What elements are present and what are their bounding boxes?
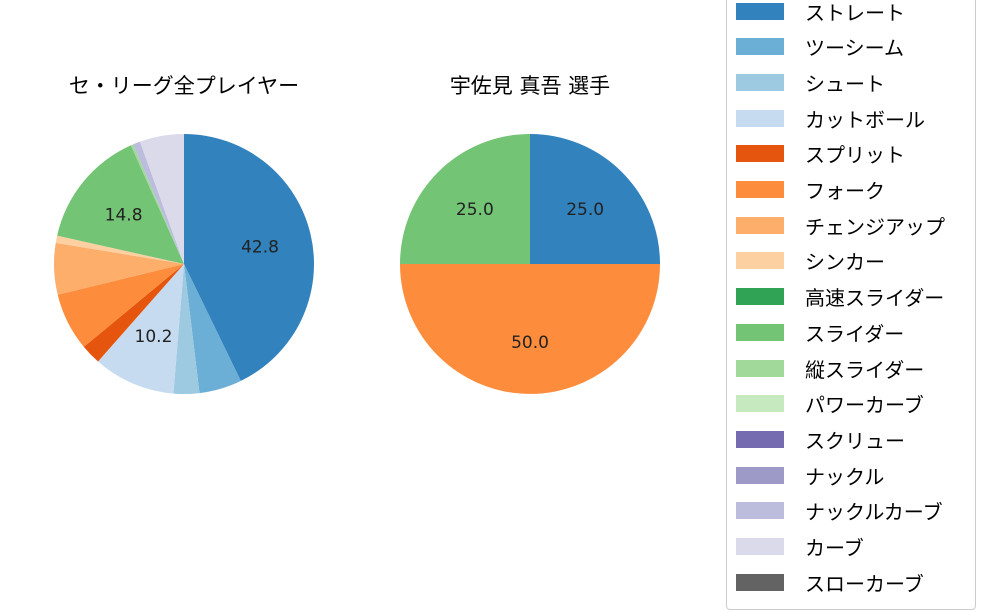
pie-slice bbox=[400, 264, 660, 394]
pie-slice bbox=[133, 141, 184, 264]
chart-title-right: 宇佐見 真吾 選手 bbox=[449, 74, 611, 98]
legend-swatch bbox=[736, 252, 784, 270]
legend-item: ナックル bbox=[736, 463, 885, 489]
legend-swatch bbox=[736, 216, 784, 234]
legend-item: カーブ bbox=[736, 535, 864, 560]
legend-label: ツーシーム bbox=[805, 36, 904, 61]
pie-slice bbox=[530, 134, 660, 264]
legend-swatch bbox=[736, 288, 784, 306]
pie-slice bbox=[57, 145, 184, 264]
legend-label: 高速スライダー bbox=[805, 286, 945, 311]
slice-value-label: 25.0 bbox=[566, 200, 604, 220]
legend-label: カットボール bbox=[805, 107, 925, 132]
legend-label: スクリュー bbox=[805, 428, 905, 453]
pie-chart-league: 42.8 10.2 14.8 bbox=[53, 134, 314, 394]
pie-chart-player: 25.0 50.0 25.0 bbox=[400, 134, 660, 394]
legend-label: 縦スライダー bbox=[805, 357, 925, 382]
legend-label: カーブ bbox=[805, 536, 864, 560]
legend-label: ストレート bbox=[805, 0, 905, 25]
legend-item: ストレート bbox=[736, 0, 905, 25]
legend-item: スプリット bbox=[736, 142, 905, 168]
legend-label: スプリット bbox=[805, 143, 905, 168]
legend-item: スライダー bbox=[736, 320, 905, 346]
legend-swatch bbox=[736, 502, 784, 520]
legend-label: ナックル bbox=[805, 464, 885, 489]
legend-swatch bbox=[736, 145, 784, 163]
slice-value-label: 14.8 bbox=[105, 206, 143, 226]
legend-item: ツーシーム bbox=[736, 35, 904, 61]
legend-swatch bbox=[736, 73, 784, 91]
legend-label: シンカー bbox=[805, 250, 885, 275]
legend-item: シュート bbox=[736, 70, 885, 96]
legend-swatch bbox=[736, 323, 784, 341]
pie-slice bbox=[130, 144, 184, 264]
pie-slice bbox=[53, 242, 184, 295]
legend-item: カットボール bbox=[736, 106, 925, 132]
pie-slice bbox=[57, 264, 184, 347]
legend-swatch bbox=[736, 573, 784, 591]
legend-label: スローカーブ bbox=[805, 571, 924, 596]
legend-item: フォーク bbox=[736, 178, 885, 203]
legend-item: 縦スライダー bbox=[736, 356, 925, 382]
pie-slice bbox=[173, 264, 200, 394]
legend-swatch bbox=[736, 430, 784, 448]
legend-label: パワーカーブ bbox=[805, 393, 924, 418]
slice-value-label: 10.2 bbox=[135, 327, 173, 347]
legend-swatch bbox=[736, 466, 784, 484]
pie-slice bbox=[400, 134, 530, 264]
slice-value-label: 42.8 bbox=[241, 238, 279, 258]
pie-slice bbox=[139, 134, 184, 264]
pie-slice bbox=[98, 264, 184, 394]
legend-swatch bbox=[736, 109, 784, 127]
legend-label: フォーク bbox=[805, 179, 885, 203]
legend-swatch bbox=[736, 2, 784, 20]
legend-item: スクリュー bbox=[736, 427, 905, 453]
pie-slice bbox=[55, 235, 184, 264]
legend-swatch bbox=[736, 538, 784, 555]
legend-swatch bbox=[736, 38, 784, 56]
slice-value-label: 25.0 bbox=[456, 200, 494, 220]
legend-item: ナックルカーブ bbox=[736, 499, 943, 525]
pie-slice bbox=[184, 264, 241, 394]
legend-label: ナックルカーブ bbox=[805, 500, 943, 525]
chart-title-left: セ・リーグ全プレイヤー bbox=[68, 74, 300, 98]
legend-label: シュート bbox=[805, 71, 885, 96]
legend-item: シンカー bbox=[736, 249, 885, 275]
pie-slice bbox=[83, 264, 184, 362]
legend-item: スローカーブ bbox=[736, 570, 924, 596]
legend: ストレートツーシームシュートカットボール スプリットフォークチェンジアップ シンカー… bbox=[726, 0, 976, 610]
slice-value-label: 50.0 bbox=[511, 333, 549, 353]
legend-swatch bbox=[736, 181, 784, 198]
legend-item: チェンジアップ bbox=[736, 213, 945, 239]
legend-item: パワーカーブ bbox=[736, 392, 924, 418]
legend-item: 高速スライダー bbox=[736, 285, 945, 311]
pie-slice bbox=[184, 134, 314, 381]
legend-label: チェンジアップ bbox=[805, 214, 945, 239]
legend-label: スライダー bbox=[805, 321, 905, 346]
legend-swatch bbox=[736, 395, 784, 413]
legend-swatch bbox=[736, 359, 784, 377]
